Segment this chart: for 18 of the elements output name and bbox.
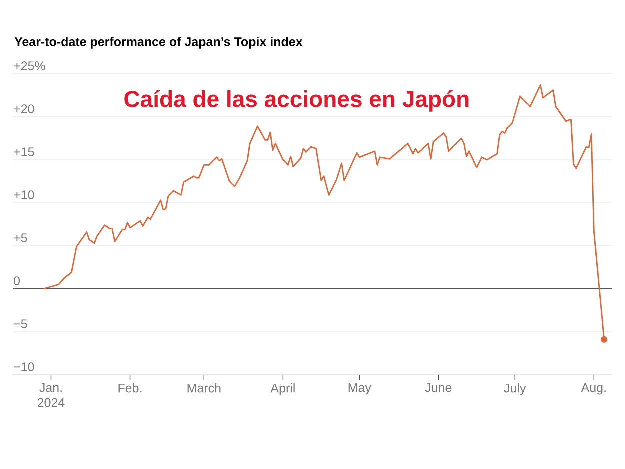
y-tick-label: 0 [14,276,20,286]
y-tick-label: −5 [14,320,28,328]
x-tick-label: June [425,384,452,392]
x-tick-label: July [504,384,526,396]
annotation: Caída de las acciones en Japón [124,90,469,112]
y-tick-label: +25% [14,62,46,70]
y-tick-label: +5 [14,234,28,242]
chart-title: Year-to-date performance of Japan’s Topix index [14,37,303,49]
x-tick-label: Aug. [581,384,606,395]
x-tick-label: April [270,384,295,396]
x-tick-label: Jan. 2024 [38,384,65,408]
x-tick-label: May [348,384,372,395]
x-tick-label: Feb. [118,384,142,393]
y-tick-label: +10 [14,190,34,200]
x-tick-label: March [188,384,221,393]
y-tick-label: −10 [14,362,34,372]
y-tick-label: +15 [14,148,34,156]
y-tick-label: +20 [14,104,34,114]
